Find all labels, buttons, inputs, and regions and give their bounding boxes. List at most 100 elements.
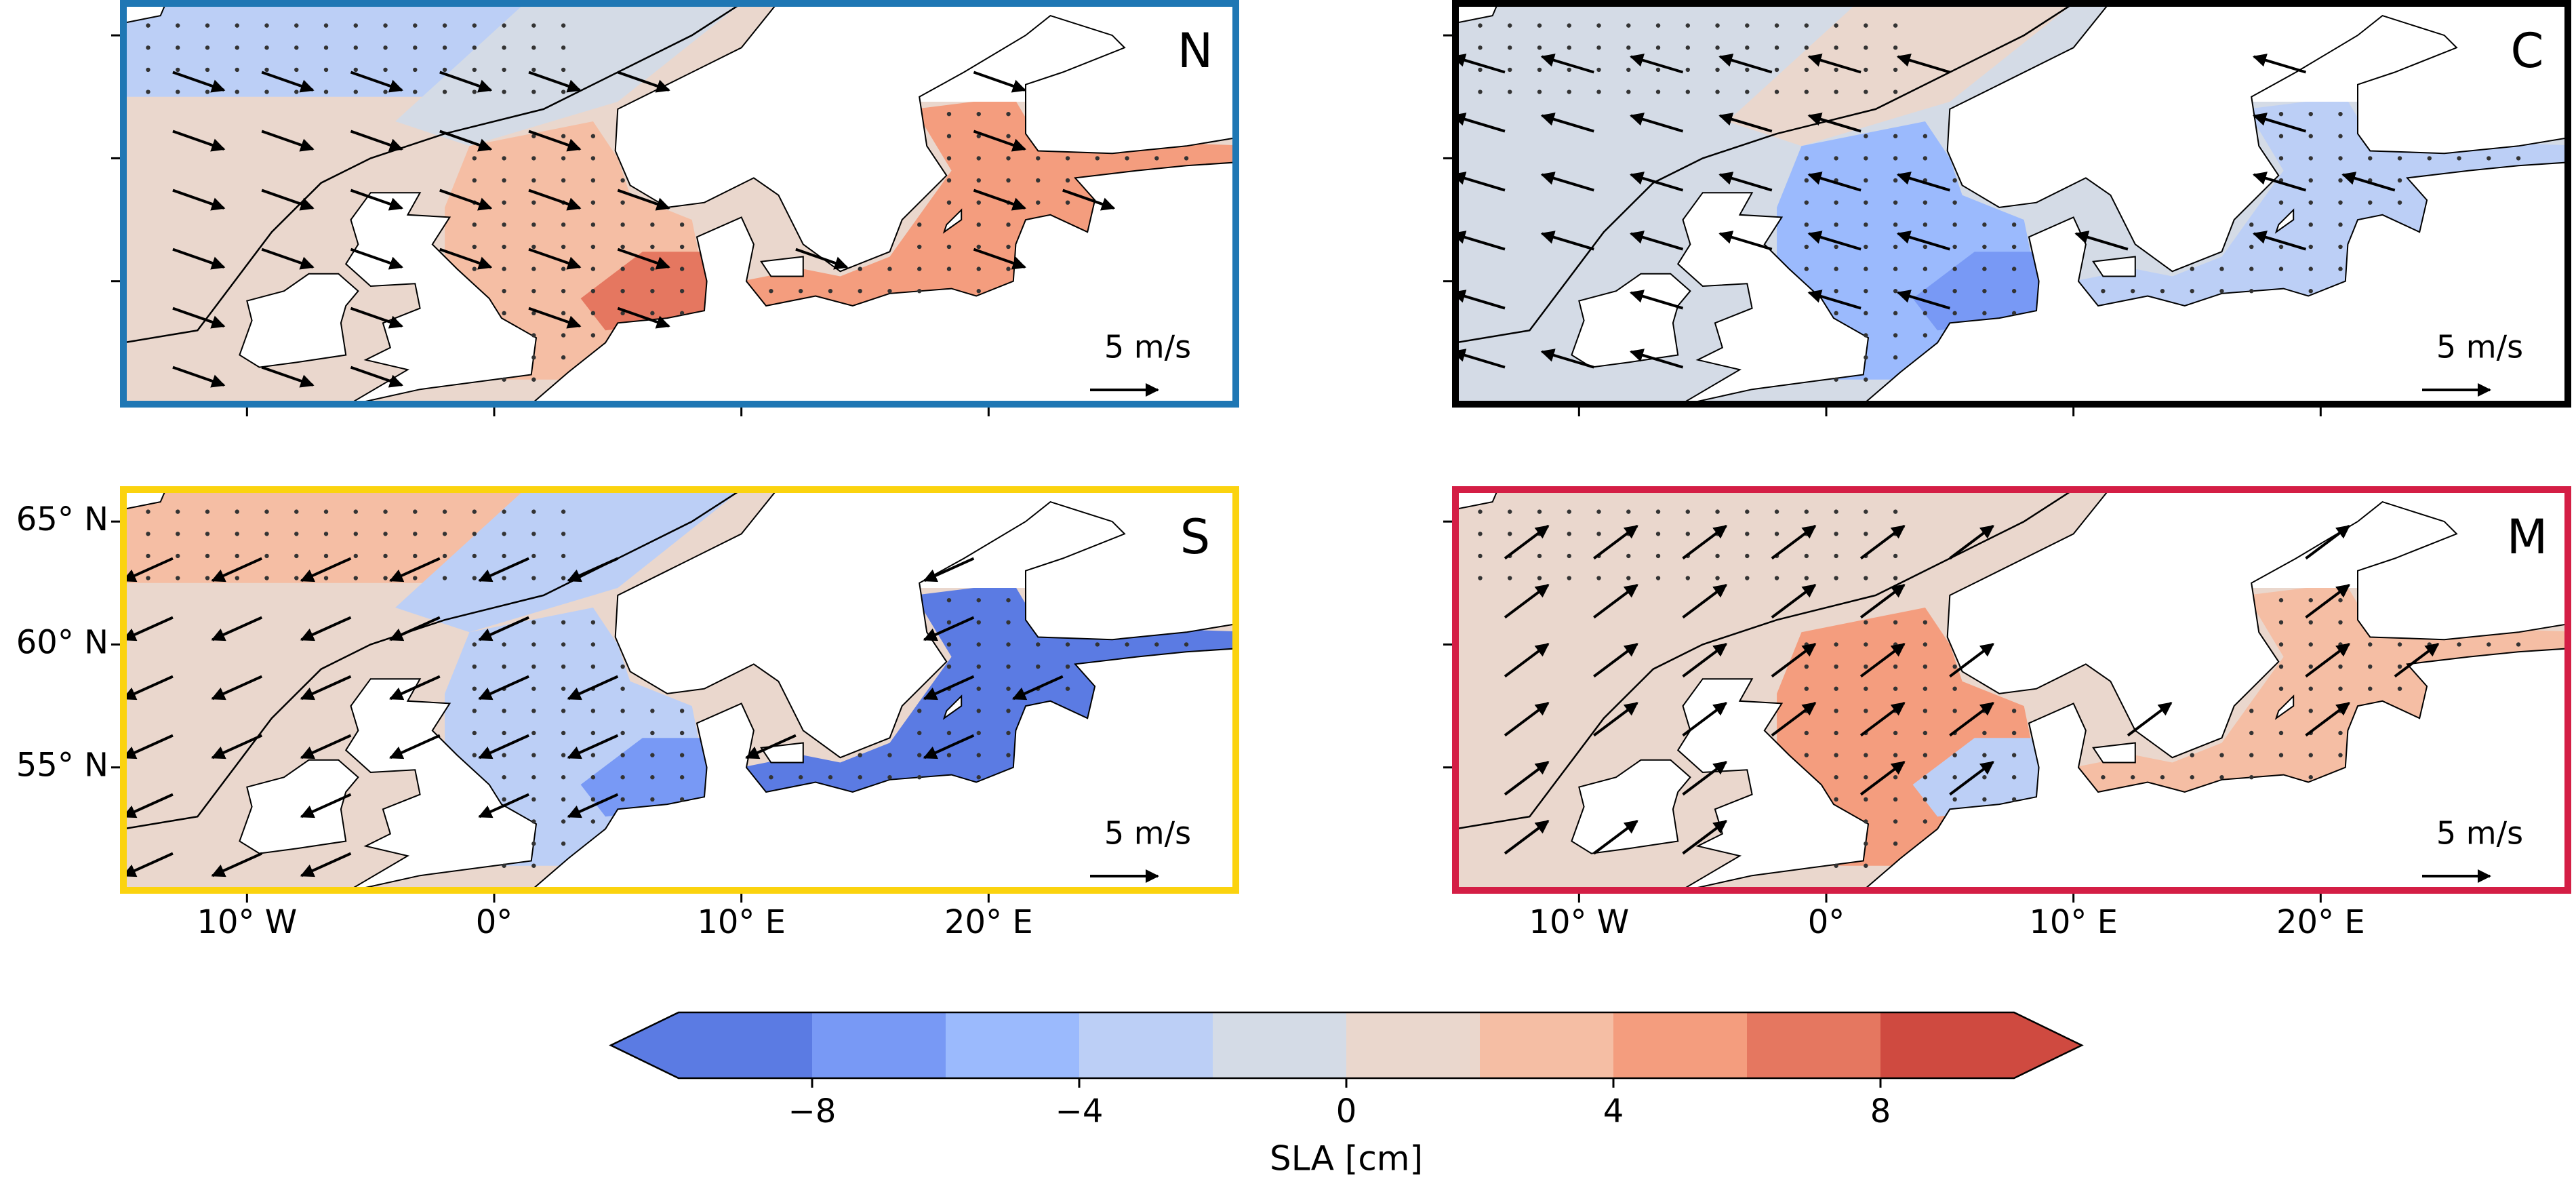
colorbar-bin	[946, 1012, 1079, 1078]
significance-dot	[2338, 266, 2342, 271]
significance-dot	[1923, 333, 1927, 337]
significance-dot	[1893, 509, 1897, 513]
significance-dot	[235, 554, 239, 558]
significance-dot	[531, 378, 536, 382]
significance-dot	[176, 90, 180, 94]
significance-dot	[443, 532, 447, 536]
significance-dot	[205, 45, 209, 50]
significance-dot	[146, 509, 150, 513]
significance-dot	[2160, 289, 2165, 293]
significance-dot	[561, 134, 565, 138]
significance-dot	[1952, 222, 1956, 226]
significance-dot	[1893, 333, 1897, 337]
significance-dot	[1923, 797, 1927, 802]
significance-dot	[2338, 753, 2342, 757]
significance-dot	[531, 731, 536, 735]
significance-dot	[2012, 753, 2016, 757]
x-tick-label: 20° E	[944, 903, 1033, 941]
significance-dot	[680, 222, 684, 226]
significance-dot	[472, 731, 477, 735]
significance-dot	[1923, 222, 1927, 226]
significance-dot	[2190, 266, 2194, 271]
significance-dot	[1154, 642, 1159, 646]
significance-dot	[977, 686, 981, 690]
significance-dot	[443, 45, 447, 50]
significance-dot	[264, 532, 268, 536]
significance-dot	[1745, 532, 1749, 536]
significance-dot	[1982, 753, 1986, 757]
significance-dot	[383, 554, 387, 558]
significance-dot	[887, 289, 891, 293]
significance-dot	[1805, 90, 1809, 94]
significance-dot	[2398, 665, 2402, 669]
significance-dot	[1893, 576, 1897, 580]
significance-dot	[324, 68, 328, 72]
significance-dot	[1626, 45, 1630, 50]
significance-dot	[2279, 200, 2283, 204]
significance-dot	[1805, 266, 1809, 271]
scale-label: 5 m/s	[2436, 329, 2523, 365]
significance-dot	[1893, 797, 1897, 802]
significance-dot	[977, 156, 981, 160]
significance-dot	[620, 709, 624, 713]
significance-dot	[1537, 90, 1542, 94]
significance-dot	[977, 753, 981, 757]
significance-dot	[1864, 509, 1868, 513]
significance-dot	[1834, 665, 1838, 669]
significance-dot	[443, 68, 447, 72]
significance-dot	[977, 642, 981, 646]
significance-dot	[531, 90, 536, 94]
significance-dot	[294, 554, 298, 558]
significance-dot	[1745, 554, 1749, 558]
significance-dot	[472, 509, 477, 513]
significance-dot	[502, 797, 506, 802]
significance-dot	[1864, 23, 1868, 27]
significance-dot	[502, 222, 506, 226]
significance-dot	[2249, 731, 2253, 735]
significance-dot	[1864, 222, 1868, 226]
significance-dot	[917, 222, 921, 226]
significance-dot	[1596, 90, 1601, 94]
significance-dot	[620, 178, 624, 182]
significance-dot	[205, 554, 209, 558]
y-tick-label: 55° N	[16, 747, 108, 785]
significance-dot	[2190, 775, 2194, 779]
significance-dot	[1006, 222, 1010, 226]
significance-dot	[2309, 245, 2313, 249]
significance-dot	[2279, 245, 2283, 249]
significance-dot	[1952, 178, 1956, 182]
significance-dot	[2368, 665, 2372, 669]
significance-dot	[2338, 598, 2342, 602]
significance-dot	[977, 665, 981, 669]
significance-dot	[1656, 23, 1660, 27]
significance-dot	[1893, 642, 1897, 646]
significance-dot	[1923, 620, 1927, 625]
significance-dot	[947, 731, 951, 735]
significance-dot	[354, 532, 358, 536]
significance-dot	[502, 266, 506, 271]
significance-dot	[531, 45, 536, 50]
significance-dot	[2012, 266, 2016, 271]
significance-dot	[1775, 23, 1779, 27]
significance-dot	[1893, 156, 1897, 160]
x-tick-label: 0°	[476, 903, 513, 941]
significance-dot	[1066, 665, 1070, 669]
significance-dot	[443, 90, 447, 94]
significance-dot	[531, 333, 536, 337]
significance-dot	[561, 355, 565, 359]
significance-dot	[1745, 23, 1749, 27]
significance-dot	[472, 45, 477, 50]
significance-dot	[620, 753, 624, 757]
significance-dot	[2012, 709, 2016, 713]
significance-dot	[2012, 311, 2016, 315]
significance-dot	[2249, 753, 2253, 757]
significance-dot	[1596, 23, 1601, 27]
significance-dot	[1805, 509, 1809, 513]
significance-dot	[2309, 178, 2313, 182]
significance-dot	[561, 797, 565, 802]
significance-dot	[1066, 642, 1070, 646]
significance-dot	[1656, 68, 1660, 72]
significance-dot	[591, 200, 595, 204]
significance-dot	[1864, 819, 1868, 823]
significance-dot	[1893, 245, 1897, 249]
